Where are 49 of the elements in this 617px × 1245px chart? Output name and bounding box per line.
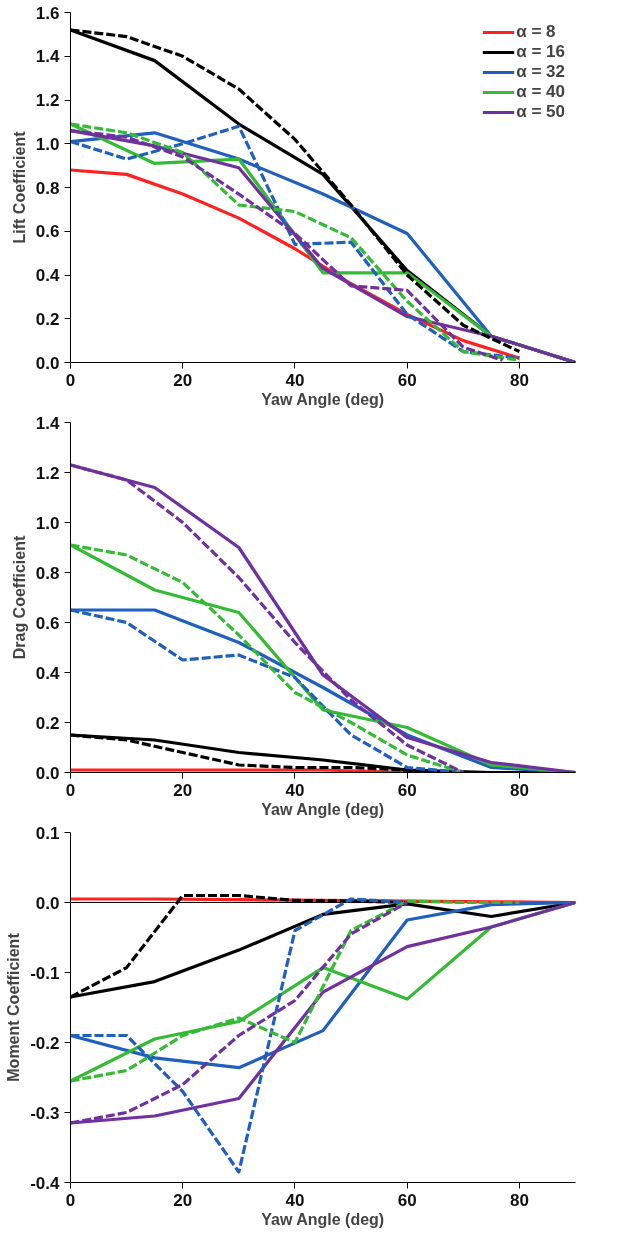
x-tick-label: 40 xyxy=(285,370,305,390)
legend-label: α = 8 xyxy=(516,22,556,42)
x-tick-label: 80 xyxy=(509,370,529,390)
y-tick-label: 1.0 xyxy=(35,513,60,533)
y-tick-label: 1.4 xyxy=(35,47,61,67)
x-tick-label: 20 xyxy=(173,1190,193,1210)
y-tick-label: 0.0 xyxy=(35,763,60,783)
y-tick-label: 1.2 xyxy=(35,91,60,110)
y-tick-label: 0.6 xyxy=(35,613,60,633)
y-tick-label: -0.2 xyxy=(30,1033,60,1053)
legend-label: α = 40 xyxy=(516,82,565,102)
x-tick-label: 80 xyxy=(509,1190,529,1210)
y-tick-label: -0.4 xyxy=(30,1173,61,1193)
x-tick-label: 80 xyxy=(509,780,529,800)
y-tick-label: -0.3 xyxy=(30,1103,60,1123)
x-axis-title: Yaw Angle (deg) xyxy=(261,390,385,408)
x-tick-label: 0 xyxy=(65,780,76,800)
x-tick-label: 20 xyxy=(173,370,193,390)
y-tick-label: 1.0 xyxy=(35,134,60,154)
y-tick-label: 0.2 xyxy=(35,713,60,733)
y-tick-label: 0.0 xyxy=(35,353,60,373)
y-tick-label: 0.4 xyxy=(35,663,61,683)
x-tick-label: 0 xyxy=(65,370,76,390)
y-tick-label: -0.1 xyxy=(30,963,60,983)
legend-label: α = 32 xyxy=(516,62,565,82)
y-tick-label: 0.0 xyxy=(35,893,60,913)
y-tick-label: 0.8 xyxy=(35,563,60,583)
x-tick-label: 0 xyxy=(65,1190,76,1210)
x-axis-title: Yaw Angle (deg) xyxy=(261,1210,385,1228)
x-tick-label: 60 xyxy=(397,1190,417,1210)
y-axis-title: Moment Coefficient xyxy=(5,932,23,1082)
legend-label: α = 16 xyxy=(516,42,565,62)
y-tick-label: 0.8 xyxy=(35,178,60,198)
y-tick-label: 1.2 xyxy=(35,463,60,483)
y-tick-label: 0.2 xyxy=(35,309,60,329)
legend-label: α = 50 xyxy=(516,102,565,122)
x-tick-label: 40 xyxy=(285,1190,305,1210)
y-tick-label: 0.6 xyxy=(35,222,60,242)
y-tick-label: 0.4 xyxy=(35,266,61,285)
x-axis-title: Yaw Angle (deg) xyxy=(261,800,385,818)
x-tick-label: 40 xyxy=(285,780,305,800)
x-tick-label: 60 xyxy=(397,780,417,800)
y-tick-label: 0.1 xyxy=(35,823,60,843)
y-axis-title: Lift Coefficient xyxy=(10,130,28,244)
x-tick-label: 20 xyxy=(173,780,193,800)
y-tick-label: 1.4 xyxy=(35,413,61,433)
x-tick-label: 60 xyxy=(397,370,417,390)
y-tick-label: 1.6 xyxy=(35,3,60,23)
y-axis-title: Drag Coefficient xyxy=(10,535,28,660)
